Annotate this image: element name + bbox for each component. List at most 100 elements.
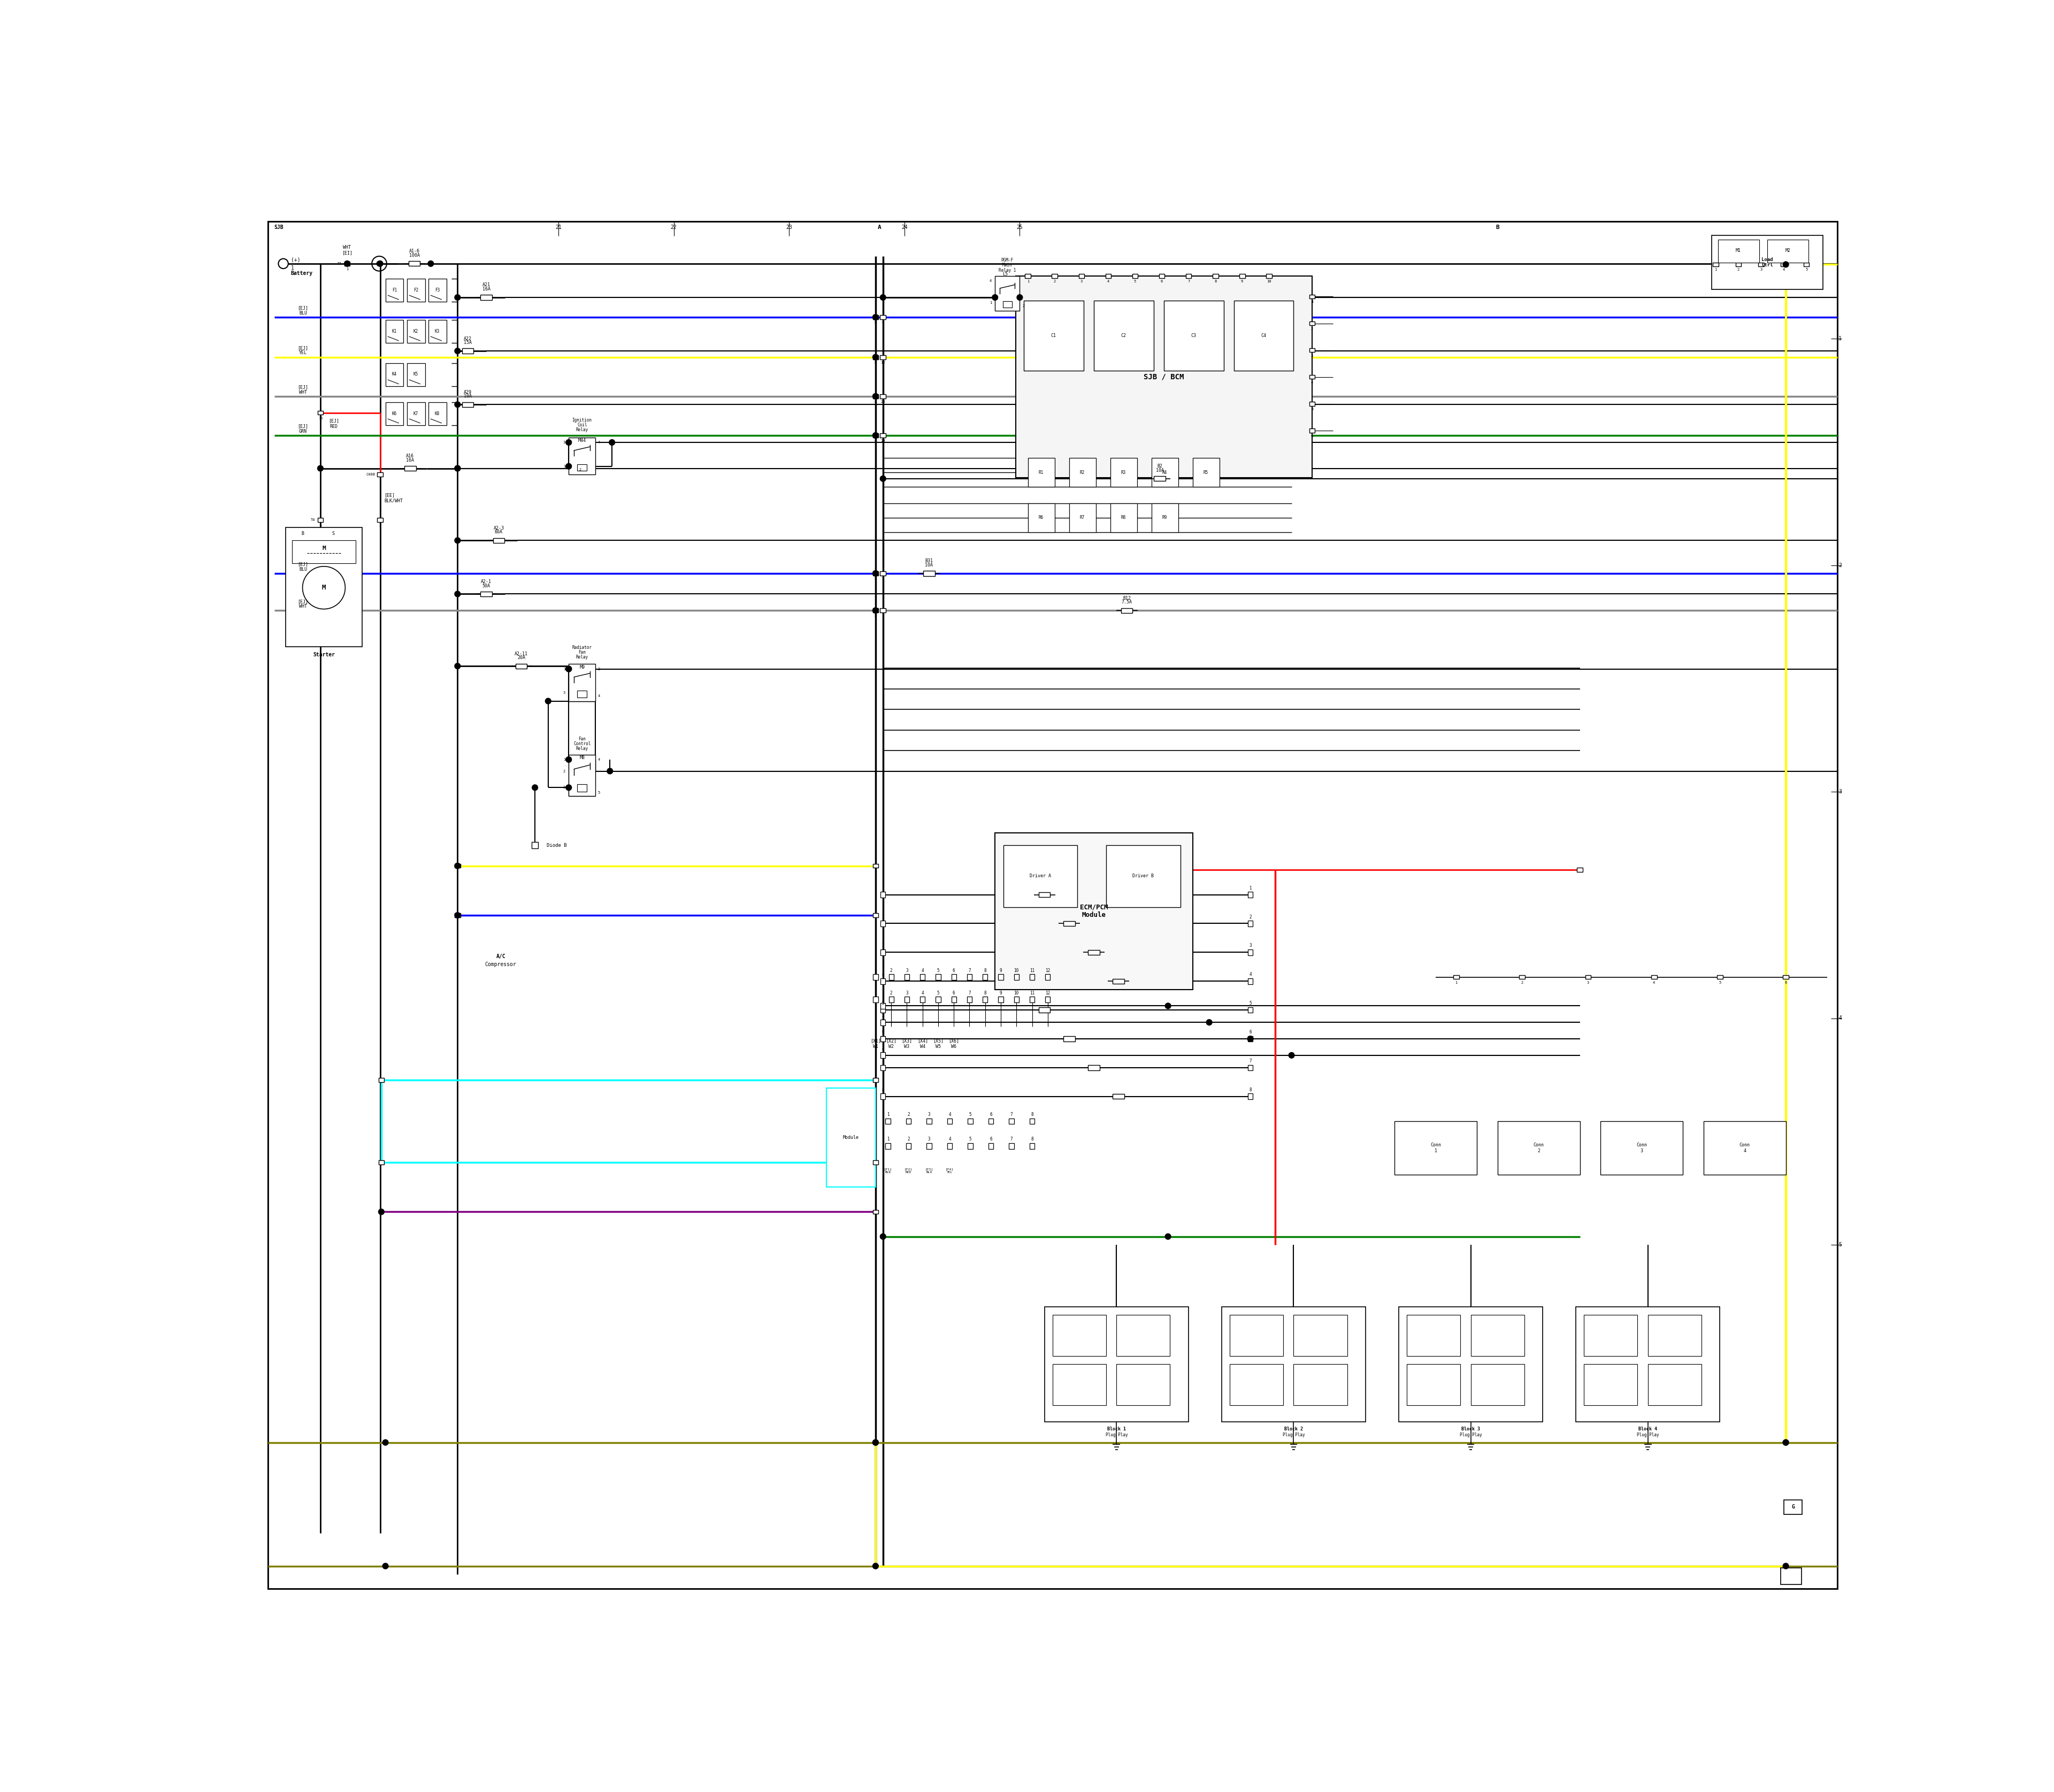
Bar (873, 394, 879, 398)
Bar (1454, 975, 1458, 978)
Text: A22: A22 (464, 337, 472, 340)
Text: 7: 7 (1011, 1136, 1013, 1142)
Bar (407, 403, 425, 425)
Text: 1: 1 (345, 267, 349, 271)
Bar (904, 996, 910, 1002)
Text: W3: W3 (904, 1045, 910, 1048)
Text: 3: 3 (1760, 269, 1762, 271)
Text: Conn
4: Conn 4 (1740, 1143, 1750, 1154)
Bar (1766, 240, 1808, 262)
Text: [X5]: [X5] (933, 1039, 943, 1043)
Bar (889, 975, 893, 980)
Bar (881, 1020, 885, 1025)
Text: 12: 12 (881, 360, 885, 364)
Text: 6: 6 (953, 991, 955, 996)
Bar (532, 842, 538, 849)
Bar (988, 1143, 994, 1149)
Circle shape (378, 1210, 384, 1215)
Circle shape (565, 785, 571, 790)
Bar (1803, 262, 1810, 267)
Bar (1703, 1122, 1785, 1176)
Bar (906, 1118, 912, 1124)
Text: Conn
3: Conn 3 (1637, 1143, 1647, 1154)
Bar (873, 434, 879, 437)
Bar (873, 355, 879, 358)
Circle shape (1288, 1052, 1294, 1059)
Circle shape (992, 294, 998, 301)
Text: 9: 9 (1241, 280, 1243, 283)
Bar (881, 950, 885, 955)
Text: R4: R4 (1163, 470, 1167, 475)
Text: 16A: 16A (407, 457, 415, 462)
Bar (947, 1118, 953, 1124)
Bar (873, 914, 879, 918)
Bar (826, 1088, 875, 1186)
Bar (873, 864, 879, 867)
Bar (1308, 375, 1315, 378)
Bar (947, 1143, 953, 1149)
Text: 1: 1 (378, 523, 382, 527)
Bar (937, 975, 941, 980)
Bar (1023, 301, 1085, 371)
Bar (1234, 301, 1294, 371)
Bar (879, 572, 885, 575)
Bar (378, 1079, 384, 1082)
Bar (378, 518, 382, 521)
Text: 1: 1 (887, 1113, 889, 1116)
Bar (1111, 459, 1138, 487)
Text: 3: 3 (906, 991, 908, 996)
Text: [EJ]: [EJ] (298, 346, 308, 351)
Bar (1575, 1306, 1719, 1421)
Text: Driver A: Driver A (1029, 874, 1052, 878)
Text: R5: R5 (1204, 470, 1208, 475)
Text: M1: M1 (1736, 249, 1742, 253)
Text: R9: R9 (1163, 516, 1167, 520)
Text: 21: 21 (555, 224, 561, 229)
Circle shape (532, 785, 538, 790)
Bar (881, 892, 885, 898)
Circle shape (544, 699, 550, 704)
Text: R7: R7 (1080, 516, 1085, 520)
Text: RED: RED (331, 425, 339, 428)
Text: A2-1: A2-1 (481, 579, 491, 584)
Text: 6: 6 (1785, 980, 1787, 984)
Bar (577, 785, 587, 792)
Bar (577, 464, 587, 471)
Bar (569, 665, 596, 701)
Bar (1185, 274, 1191, 278)
Bar (994, 276, 1019, 312)
Text: 8: 8 (984, 968, 986, 973)
Bar (1600, 1122, 1682, 1176)
Text: 2: 2 (889, 991, 891, 996)
Bar (998, 975, 1002, 980)
Text: 2: 2 (1249, 914, 1251, 919)
Bar (873, 572, 879, 575)
Circle shape (565, 439, 571, 444)
Text: Relay: Relay (575, 656, 587, 659)
Bar (1052, 274, 1058, 278)
Text: 6: 6 (990, 1136, 992, 1142)
Text: BLU: BLU (300, 566, 308, 572)
Text: Relay 1: Relay 1 (998, 267, 1017, 272)
Text: 8: 8 (881, 1088, 883, 1093)
Text: A16: A16 (407, 453, 415, 459)
Text: 3: 3 (881, 1030, 883, 1034)
Bar (1029, 1118, 1035, 1124)
Bar (407, 364, 425, 385)
Text: [X1]: [X1] (871, 1039, 881, 1043)
Bar (1029, 975, 1035, 980)
Circle shape (1165, 1004, 1171, 1009)
Text: 6: 6 (881, 1030, 883, 1034)
Text: 10A: 10A (464, 394, 472, 398)
Bar (1152, 459, 1179, 487)
Bar (1105, 274, 1111, 278)
Text: YEL: YEL (300, 351, 308, 355)
Text: M8: M8 (579, 756, 585, 760)
Text: Block 2: Block 2 (1284, 1426, 1302, 1432)
Text: 50A: 50A (483, 584, 491, 588)
Text: SJB / BCM: SJB / BCM (1144, 373, 1183, 380)
Bar (1052, 1315, 1107, 1357)
Bar (378, 1161, 384, 1165)
Text: [EJ]: [EJ] (298, 385, 308, 389)
Text: 2: 2 (881, 577, 883, 581)
